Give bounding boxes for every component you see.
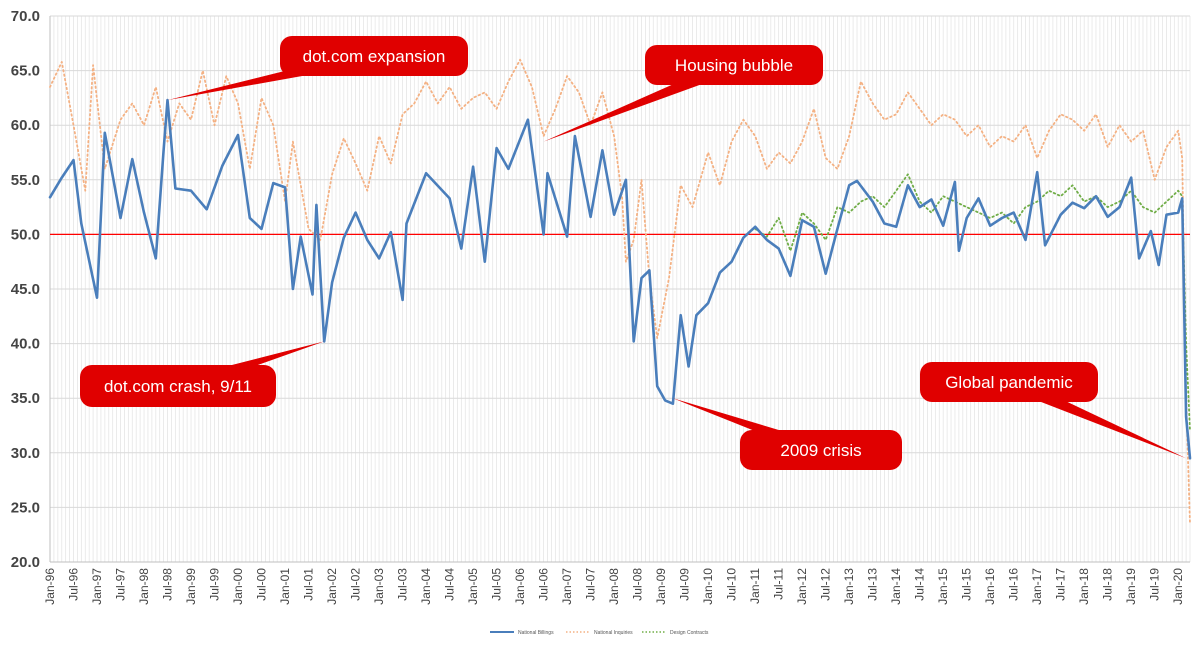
x-tick-label: Jul-11 — [772, 568, 786, 600]
legend-entry: National Inquiries — [566, 630, 633, 636]
x-tick-label: Jul-13 — [866, 568, 880, 601]
y-tick-label: 60.0 — [11, 117, 40, 134]
callout-housing-bubble: Housing bubble — [543, 45, 823, 142]
x-tick-label: Jan-12 — [795, 568, 809, 605]
x-tick-label: Jul-00 — [255, 568, 269, 601]
y-tick-label: 70.0 — [11, 8, 40, 25]
callout-global-pandemic: Global pandemic — [920, 362, 1187, 459]
legend-label: National Inquiries — [594, 630, 633, 636]
callout-label: Global pandemic — [945, 373, 1073, 392]
x-tick-label: Jul-05 — [490, 568, 504, 601]
x-tick-label: Jul-18 — [1101, 568, 1115, 601]
series-line-national-billings — [48, 98, 1192, 460]
callout-dotcom-crash: dot.com crash, 9/11 — [80, 341, 325, 407]
x-axis: Jan-96 Jul-96 Jan-97 Jul-97 Jan-98 Jul-98 Jan-… — [43, 561, 1190, 605]
gridlines — [49, 15, 1191, 563]
annotations: dot.com expansion Housing bubble dot.com c… — [80, 36, 1187, 470]
y-tick-label: 50.0 — [11, 226, 40, 243]
x-tick-label: Jan-15 — [936, 568, 950, 605]
x-tick-label: Jul-03 — [396, 568, 410, 601]
y-tick-label: 20.0 — [11, 554, 40, 571]
x-tick-label: Jan-00 — [231, 568, 245, 605]
callout-box — [740, 430, 902, 470]
x-tick-label: Jul-96 — [67, 568, 81, 601]
y-tick-label: 30.0 — [11, 445, 40, 462]
y-tick-label: 45.0 — [11, 281, 40, 298]
x-tick-label: Jul-12 — [819, 568, 833, 601]
x-tick-label: Jan-04 — [419, 568, 433, 605]
x-tick-label: Jan-07 — [560, 568, 574, 605]
x-tick-label: Jan-02 — [325, 568, 339, 605]
x-tick-label: Jan-14 — [889, 568, 903, 605]
x-tick-label: Jul-14 — [913, 568, 927, 601]
x-tick-label: Jan-19 — [1124, 568, 1138, 605]
callout-dotcom-expansion: dot.com expansion — [167, 36, 468, 101]
x-tick-label: Jul-17 — [1054, 568, 1068, 601]
legend: National Billings National Inquiries Desig… — [490, 630, 709, 636]
y-tick-label: 40.0 — [11, 336, 40, 353]
x-tick-label: Jan-98 — [137, 568, 151, 605]
x-tick-label: Jul-02 — [349, 568, 363, 601]
x-tick-label: Jan-08 — [607, 568, 621, 605]
x-tick-label: Jul-04 — [443, 568, 457, 601]
x-tick-label: Jan-17 — [1030, 568, 1044, 605]
x-tick-label: Jan-06 — [513, 568, 527, 605]
x-tick-label: Jan-01 — [278, 568, 292, 605]
x-tick-label: Jul-15 — [960, 568, 974, 601]
x-tick-label: Jul-99 — [208, 568, 222, 601]
x-tick-label: Jan-03 — [372, 568, 386, 605]
series-lines — [48, 58, 1192, 525]
x-tick-label: Jul-08 — [631, 568, 645, 601]
callout-label: dot.com expansion — [303, 47, 446, 66]
y-tick-label: 55.0 — [11, 172, 40, 189]
x-tick-label: Jan-96 — [43, 568, 57, 605]
legend-entry: Design Contracts — [642, 630, 709, 636]
x-tick-label: Jan-11 — [748, 568, 762, 604]
x-tick-label: Jan-05 — [466, 568, 480, 605]
callout-label: dot.com crash, 9/11 — [104, 377, 252, 396]
x-tick-label: Jul-06 — [537, 568, 551, 601]
callout-label: 2009 crisis — [780, 441, 861, 460]
x-tick-label: Jul-97 — [114, 568, 128, 601]
x-tick-label: Jan-10 — [701, 568, 715, 605]
x-tick-label: Jan-99 — [184, 568, 198, 605]
y-tick-label: 35.0 — [11, 390, 40, 407]
legend-label: National Billings — [518, 630, 554, 636]
y-tick-label: 25.0 — [11, 499, 40, 516]
x-tick-label: Jan-09 — [654, 568, 668, 605]
x-tick-label: Jan-97 — [90, 568, 104, 605]
x-tick-label: Jan-18 — [1077, 568, 1091, 605]
x-tick-label: Jan-16 — [983, 568, 997, 605]
x-tick-label: Jul-01 — [302, 568, 316, 601]
callout-box — [280, 36, 468, 76]
callout-label: Housing bubble — [675, 56, 793, 75]
callout-crisis-2009: 2009 crisis — [672, 398, 902, 470]
y-tick-label: 65.0 — [11, 63, 40, 80]
callout-box — [920, 362, 1098, 402]
callout-box — [80, 365, 276, 407]
x-tick-label: Jul-19 — [1148, 568, 1162, 601]
x-tick-label: Jan-20 — [1171, 568, 1185, 605]
x-tick-label: Jul-98 — [161, 568, 175, 601]
x-tick-label: Jul-09 — [678, 568, 692, 601]
legend-label: Design Contracts — [670, 630, 709, 636]
x-tick-label: Jul-07 — [584, 568, 598, 601]
x-tick-label: Jul-16 — [1007, 568, 1021, 601]
legend-entry: National Billings — [490, 630, 554, 636]
y-axis: 20.0 25.0 30.0 35.0 40.0 45.0 50.0 55.0 60.0 65.0… — [11, 8, 51, 571]
x-tick-label: Jan-13 — [842, 568, 856, 605]
callout-box — [645, 45, 823, 85]
x-tick-label: Jul-10 — [725, 568, 739, 601]
